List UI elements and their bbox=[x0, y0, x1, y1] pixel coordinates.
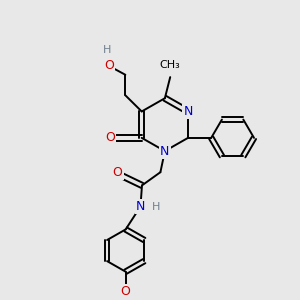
Text: N: N bbox=[136, 200, 145, 213]
Text: O: O bbox=[105, 131, 115, 144]
Text: O: O bbox=[104, 59, 114, 73]
Text: O: O bbox=[121, 285, 130, 298]
Text: H: H bbox=[152, 202, 160, 212]
Text: CH₃: CH₃ bbox=[160, 60, 181, 70]
Text: O: O bbox=[113, 166, 122, 179]
Text: N: N bbox=[160, 145, 170, 158]
Text: N: N bbox=[183, 105, 193, 118]
Text: H: H bbox=[103, 45, 112, 55]
